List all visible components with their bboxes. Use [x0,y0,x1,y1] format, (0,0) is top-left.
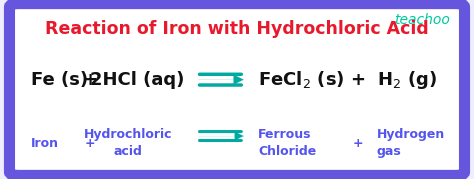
Text: teachoo: teachoo [394,13,450,26]
FancyBboxPatch shape [9,4,465,175]
Text: +: + [350,71,365,89]
Text: Hydrogen
gas: Hydrogen gas [377,128,445,158]
Text: Iron: Iron [31,137,59,150]
Text: Reaction of Iron with Hydrochloric Acid: Reaction of Iron with Hydrochloric Acid [45,20,429,38]
Text: 2HCl (aq): 2HCl (aq) [90,71,185,89]
Text: +: + [353,137,363,150]
Text: Hydrochloric
acid: Hydrochloric acid [84,128,172,158]
Text: FeCl$_2$ (s): FeCl$_2$ (s) [258,69,345,90]
Text: H$_2$ (g): H$_2$ (g) [377,69,437,91]
Text: Ferrous
Chloride: Ferrous Chloride [258,128,317,158]
Text: Fe (s): Fe (s) [31,71,88,89]
Text: +: + [82,71,98,89]
Text: +: + [85,137,95,150]
